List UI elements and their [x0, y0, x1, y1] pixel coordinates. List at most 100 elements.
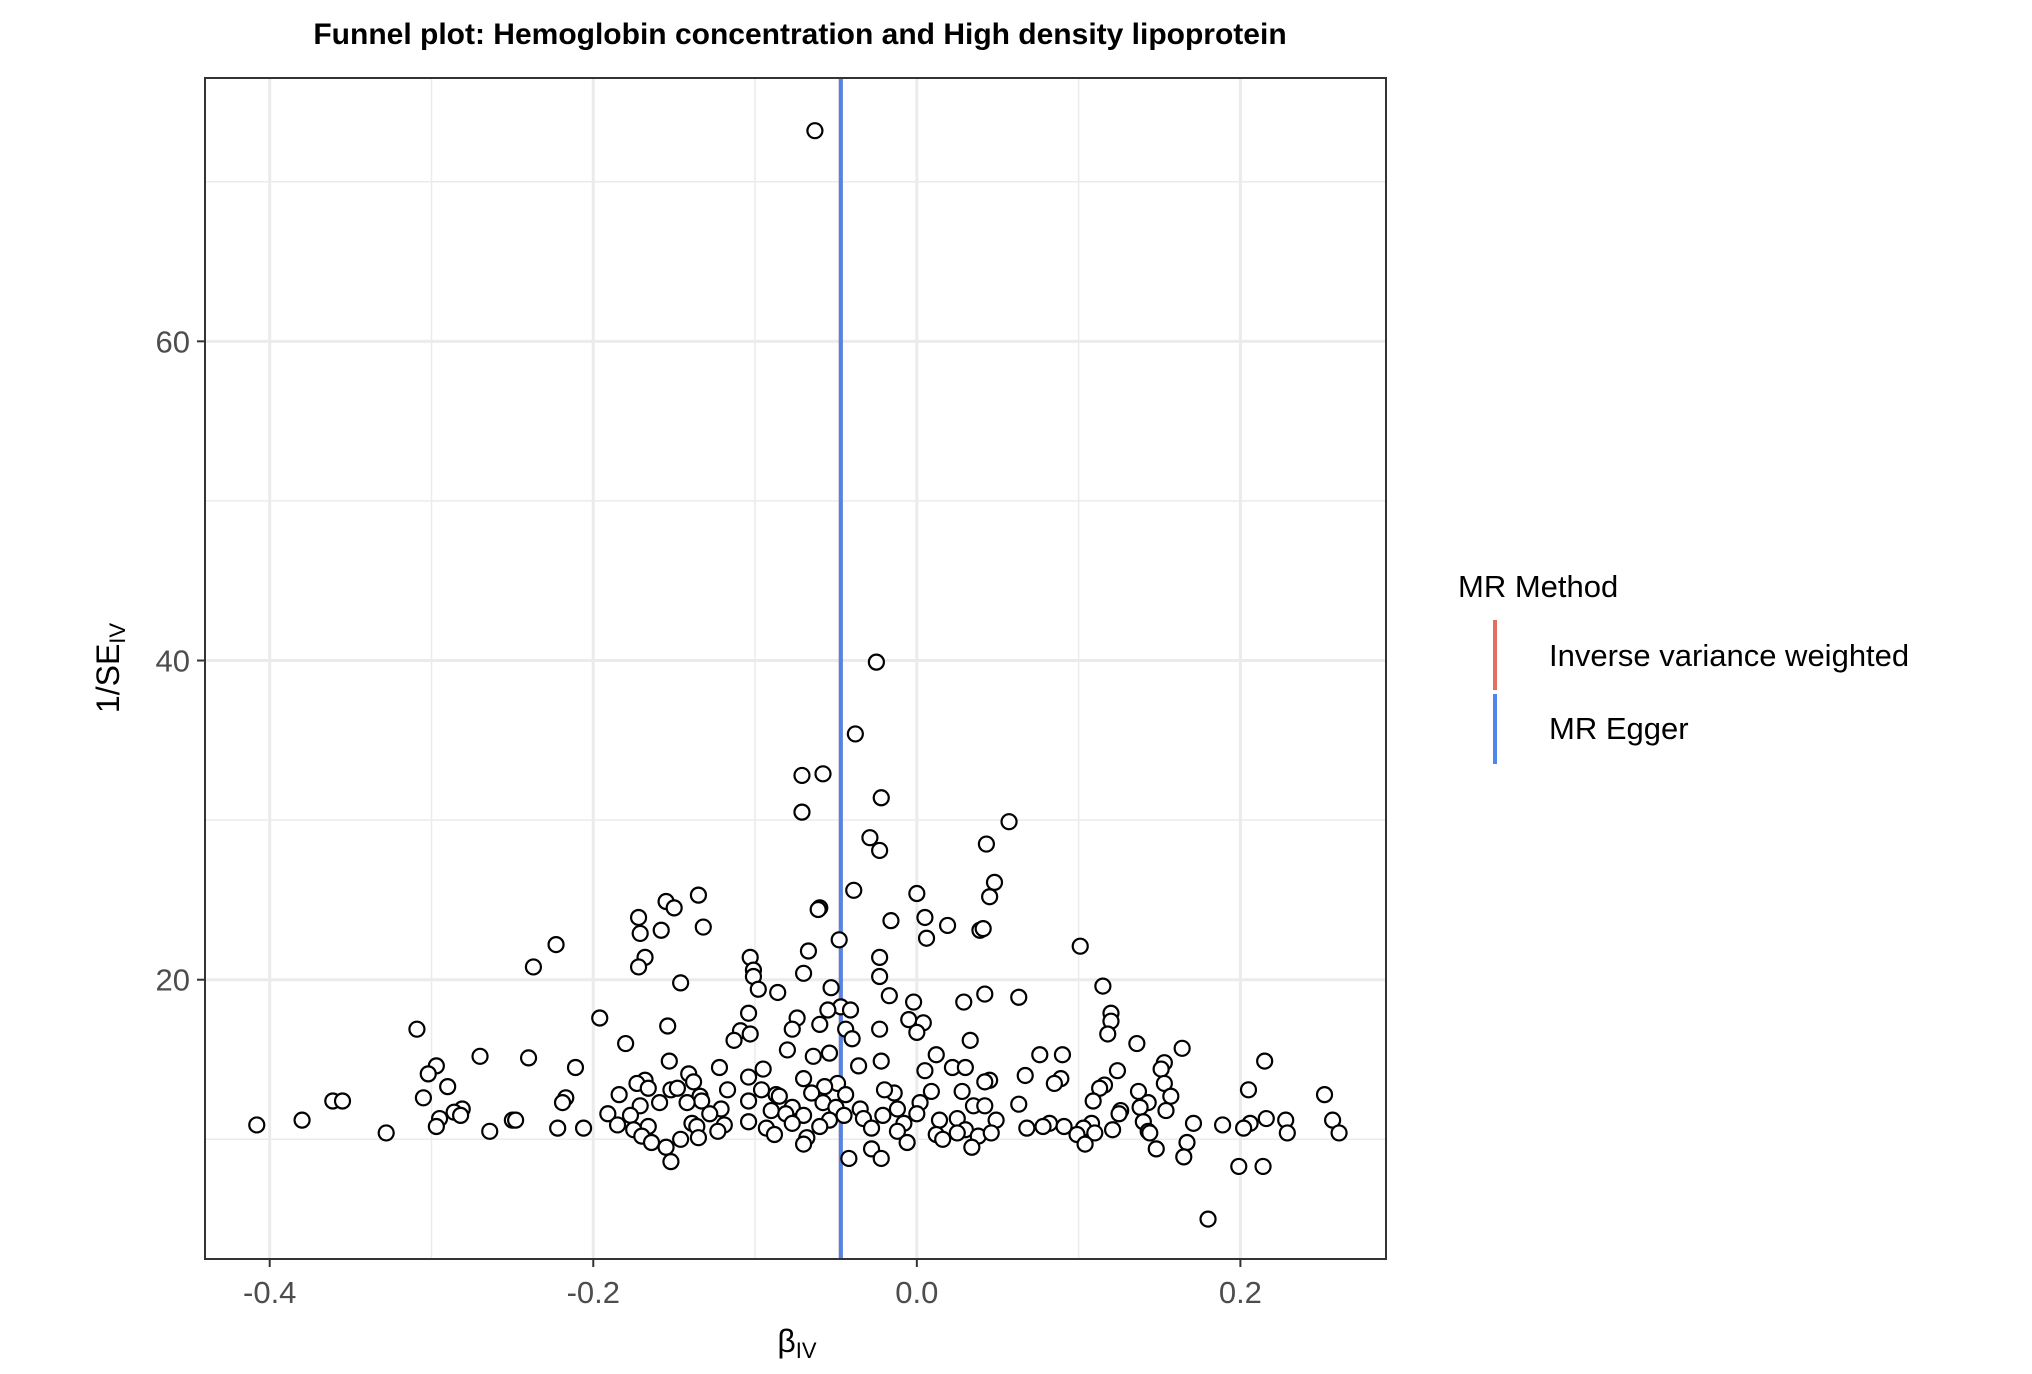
y-axis-label-sub: IV	[105, 623, 130, 644]
data-point	[629, 908, 648, 927]
data-point	[981, 888, 999, 906]
data-point	[871, 967, 889, 986]
x-tick-label: -0.4	[243, 1275, 296, 1310]
data-point	[908, 884, 926, 903]
data-point	[657, 1138, 675, 1156]
data-point	[872, 789, 890, 807]
data-point	[811, 1117, 829, 1136]
x-axis-label-main: β	[777, 1323, 795, 1359]
data-point	[948, 1124, 966, 1142]
data-point	[961, 1031, 979, 1049]
data-point	[762, 1101, 780, 1120]
y-axis-label: 1/SEIV	[90, 623, 130, 713]
data-point	[819, 1001, 837, 1019]
legend: MR Method Inverse variance weighted MR E…	[1458, 569, 1909, 764]
data-point	[814, 765, 832, 783]
data-point	[985, 873, 1004, 891]
data-point	[955, 993, 973, 1011]
data-point	[617, 1034, 635, 1053]
data-point	[1034, 1117, 1052, 1136]
data-point	[639, 1079, 657, 1097]
data-point	[778, 1041, 797, 1059]
data-point	[811, 1015, 829, 1033]
data-point	[1128, 1034, 1146, 1053]
data-point	[794, 1106, 813, 1124]
data-point	[837, 1086, 855, 1104]
data-point	[1214, 1116, 1232, 1134]
data-point	[976, 1073, 994, 1091]
data-point	[977, 835, 996, 853]
data-point	[689, 1129, 708, 1147]
data-point	[806, 122, 824, 140]
data-point	[861, 829, 879, 847]
data-point	[684, 1073, 703, 1091]
data-point	[689, 886, 708, 904]
data-point	[739, 1092, 758, 1110]
data-point	[1071, 937, 1089, 955]
data-point	[694, 918, 712, 936]
data-point	[725, 1031, 743, 1049]
data-point	[862, 1119, 881, 1137]
data-point	[599, 1105, 617, 1123]
data-point	[662, 1153, 680, 1171]
data-point	[974, 920, 992, 938]
data-point	[678, 1093, 696, 1112]
data-point	[718, 1081, 737, 1099]
data-point	[566, 1058, 585, 1077]
data-point	[1010, 988, 1028, 1006]
data-point	[804, 1047, 822, 1065]
data-point	[672, 974, 690, 992]
data-point	[917, 929, 936, 947]
x-axis-label: βIV	[777, 1323, 817, 1363]
data-point	[672, 1130, 690, 1148]
y-tick-label: 60	[156, 324, 190, 359]
grid-lines	[205, 78, 1386, 1259]
data-point	[1230, 1157, 1248, 1176]
data-point	[408, 1020, 426, 1038]
data-point	[820, 1044, 839, 1062]
data-point	[783, 1114, 801, 1132]
data-point	[248, 1116, 266, 1134]
data-point	[1235, 1119, 1253, 1137]
data-point	[1000, 813, 1018, 831]
data-point	[770, 1087, 788, 1105]
data-point	[741, 1025, 759, 1043]
legend-label-mr-egger: MR Egger	[1549, 711, 1689, 746]
data-point	[333, 1092, 352, 1110]
x-axis: -0.4 -0.2 0.0 0.2	[243, 1259, 1262, 1310]
data-point	[519, 1049, 538, 1067]
x-axis-label-sub: IV	[796, 1338, 817, 1363]
data-point	[843, 1030, 861, 1048]
data-point	[875, 1081, 894, 1099]
data-point	[752, 1081, 771, 1099]
data-point	[414, 1089, 433, 1107]
data-point	[754, 1060, 772, 1078]
x-tick-label: -0.2	[567, 1275, 620, 1310]
data-point	[976, 985, 994, 1003]
data-point	[591, 1009, 609, 1027]
data-point	[1173, 1039, 1191, 1057]
data-point	[769, 983, 787, 1002]
scatter-points	[248, 122, 1348, 1228]
data-point	[419, 1065, 437, 1083]
data-point	[1131, 1098, 1149, 1116]
data-point	[1086, 1124, 1104, 1142]
data-point	[872, 1149, 890, 1168]
legend-label-ivw: Inverse variance weighted	[1549, 638, 1909, 673]
data-point	[1141, 1124, 1159, 1142]
data-point	[1108, 1062, 1127, 1080]
data-point	[1162, 1087, 1180, 1105]
data-point	[665, 899, 683, 917]
data-point	[882, 912, 900, 930]
data-point	[471, 1047, 489, 1065]
plot-panel-border	[204, 77, 1387, 1260]
data-point	[660, 1052, 678, 1070]
data-point	[888, 1100, 907, 1118]
data-point	[1254, 1157, 1272, 1176]
data-point	[549, 1119, 567, 1137]
data-point	[739, 1004, 758, 1022]
data-point	[621, 1106, 640, 1124]
data-point	[793, 766, 811, 785]
y-axis-label-main: 1/SE	[90, 644, 126, 713]
data-point	[1157, 1101, 1175, 1120]
